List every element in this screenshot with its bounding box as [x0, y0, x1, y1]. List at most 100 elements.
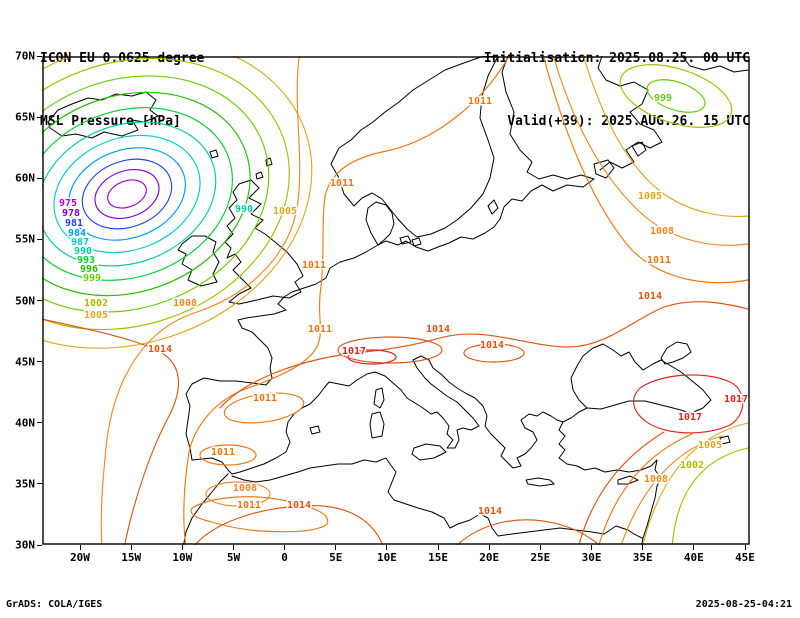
- lake-onega: [631, 141, 647, 157]
- contour-label-1017: 1017: [724, 394, 748, 405]
- contour-label-1005: 1005: [273, 206, 297, 217]
- contour-label-1011: 1011: [253, 393, 277, 404]
- coast-ireland: [177, 235, 220, 287]
- russian-low-rings: [619, 64, 733, 128]
- lon-tick-label: 20W: [70, 551, 90, 564]
- contour-label-1002: 1002: [680, 460, 704, 471]
- coastlines: [47, 56, 749, 545]
- coast-sicily: [411, 443, 447, 461]
- coast-scandinavia: [330, 56, 499, 238]
- map-frame-wrap: 975 978 981 984 987 990 993 996 999 1002 1005 990 10…: [15, 50, 755, 565]
- lon-tick-label: 5W: [226, 551, 241, 564]
- isobar-1014-po-valley: [337, 336, 443, 364]
- lat-tick-mark: [37, 361, 42, 363]
- lat-tick-mark: [37, 238, 42, 240]
- lon-tick-mark: [642, 545, 644, 550]
- lat-tick-label: 65N: [15, 110, 35, 124]
- lat-tick-mark: [37, 55, 42, 57]
- lon-tick-label: 20E: [479, 551, 500, 564]
- lon-tick-mark: [130, 545, 132, 550]
- contour-label-1011: 1011: [211, 447, 235, 458]
- contour-label-990: 990: [235, 204, 253, 215]
- lat-tick-label: 30N: [15, 538, 35, 552]
- contour-label-1005: 1005: [638, 191, 662, 202]
- contour-label-1011: 1011: [302, 260, 326, 271]
- contour-label-1002: 1002: [84, 298, 108, 309]
- contour-label-1008: 1008: [650, 226, 674, 237]
- render-timestamp: 2025-08-25-04:21: [695, 599, 792, 610]
- coast-arctic-russia: [681, 56, 749, 73]
- contour-label-1014: 1014: [480, 340, 504, 351]
- contour-label-999: 999: [83, 273, 101, 284]
- isobar-1005-ne-arc: [582, 56, 749, 217]
- isobar-996: [42, 91, 251, 297]
- coast-gotland: [487, 199, 499, 215]
- contour-label-1011: 1011: [468, 96, 492, 107]
- contour-label-1011: 1011: [330, 178, 354, 189]
- lon-tick-label: 10E: [376, 551, 397, 564]
- isobar-987: [53, 134, 201, 254]
- isobar-999: [42, 75, 270, 313]
- isobar-1014-se: [578, 431, 665, 545]
- lake-ladoga: [593, 159, 615, 179]
- coast-finland-baltics: [377, 56, 595, 252]
- coast-black-sea: [570, 343, 712, 414]
- contour-label-999: 999: [654, 93, 672, 104]
- isobar-990: [42, 121, 217, 267]
- isobar-1005-se: [642, 422, 749, 545]
- coast-mallorca: [309, 425, 321, 435]
- isobar-1011-algeria: [190, 496, 329, 533]
- isobar-1014-atlantic: [42, 318, 180, 545]
- isobar-1011-west: [183, 56, 510, 545]
- contour-label-984: 984: [68, 228, 86, 239]
- map-frame: [42, 56, 750, 545]
- isobar-993: [42, 107, 233, 281]
- lon-tick-label: 30E: [581, 551, 602, 564]
- contour-label-1014: 1014: [287, 500, 311, 511]
- lon-tick-label: 40E: [683, 551, 704, 564]
- lat-tick-mark: [37, 483, 42, 485]
- coast-crete: [525, 477, 555, 487]
- isobar-1014-libya: [456, 519, 600, 545]
- isobar-981: [81, 158, 173, 230]
- lon-tick-label: 0: [281, 551, 288, 564]
- contour-label-1008: 1008: [173, 298, 197, 309]
- isobar-1014-balkans: [463, 343, 525, 363]
- contour-label-993: 993: [77, 255, 95, 266]
- lon-tick-mark: [437, 545, 439, 550]
- lon-tick-mark: [284, 545, 286, 550]
- coast-sardinia: [369, 411, 385, 439]
- contour-label-1014: 1014: [638, 291, 662, 302]
- coast-corsica: [373, 387, 385, 409]
- coast-north-africa: [231, 457, 643, 539]
- lon-tick-mark: [79, 545, 81, 550]
- isobar-1017-caucasus: [633, 374, 744, 434]
- lon-tick-mark: [232, 545, 234, 550]
- grads-credit: GrADS: COLA/IGES: [6, 599, 103, 610]
- contour-label-996: 996: [80, 264, 98, 275]
- icelandic-low-rings: [42, 56, 313, 349]
- lat-tick-label: 70N: [15, 49, 35, 63]
- contour-label-1011: 1011: [237, 500, 261, 511]
- isobar-1008-ne-arc: [552, 56, 749, 246]
- coast-morocco-atlantic: [183, 473, 229, 545]
- lat-tick-mark: [37, 177, 42, 179]
- lat-tick-label: 45N: [15, 355, 35, 369]
- lon-tick-mark: [539, 545, 541, 550]
- isobar-999-ne: [646, 79, 706, 113]
- isobar-1011-south-spain: [199, 444, 257, 466]
- lat-tick-mark: [37, 116, 42, 118]
- contour-label-1014: 1014: [148, 344, 172, 355]
- coast-cyprus: [617, 475, 639, 485]
- contour-label-990: 990: [74, 246, 92, 257]
- isobar-1002-se: [671, 447, 749, 545]
- isobar-1002-ne: [619, 64, 733, 128]
- coast-shetland: [265, 157, 273, 167]
- coast-orkney: [255, 171, 264, 180]
- lat-tick-label: 60N: [15, 171, 35, 185]
- lon-tick-label: 15E: [428, 551, 448, 564]
- isobar-1008-morocco: [205, 481, 271, 507]
- lat-tick-mark: [37, 300, 42, 301]
